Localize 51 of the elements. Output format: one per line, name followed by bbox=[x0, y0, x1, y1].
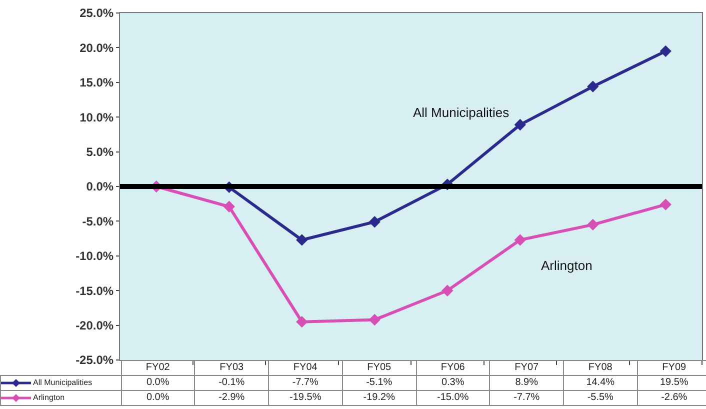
data-label: -19.2% bbox=[342, 390, 416, 406]
y-tick-label: 20.0% bbox=[80, 40, 114, 55]
annotation: All Municipalities bbox=[413, 105, 510, 120]
data-label: 19.5% bbox=[637, 376, 706, 390]
y-tick-label: -20.0% bbox=[76, 318, 114, 332]
x-tick-label: FY06 bbox=[416, 360, 490, 376]
y-tick-label: -15.0% bbox=[76, 284, 114, 298]
data-label: -19.5% bbox=[268, 390, 342, 406]
y-tick-label: 10.0% bbox=[80, 110, 114, 124]
data-label: -5.5% bbox=[564, 390, 638, 406]
data-label: -2.9% bbox=[194, 390, 268, 406]
data-label: -15.0% bbox=[416, 390, 490, 406]
point bbox=[368, 216, 380, 228]
x-tick-label: FY09 bbox=[637, 360, 706, 376]
data-label: -5.1% bbox=[342, 376, 416, 390]
x-tick-label: FY08 bbox=[564, 360, 638, 376]
x-tick-label: FY07 bbox=[490, 360, 564, 376]
y-tick-label: 5.0% bbox=[86, 145, 114, 159]
point bbox=[587, 218, 599, 231]
point bbox=[514, 234, 526, 246]
y-tick-label: -25.0% bbox=[76, 353, 114, 368]
point bbox=[223, 200, 235, 212]
data-label: -2.6% bbox=[637, 390, 706, 406]
annotation: Arlington bbox=[541, 258, 592, 273]
y-tick-label: 25.0% bbox=[80, 6, 114, 20]
data-label: 14.4% bbox=[564, 376, 638, 390]
y-tick-label: -10.0% bbox=[76, 249, 114, 264]
data-label: -7.7% bbox=[268, 376, 342, 390]
point bbox=[514, 118, 526, 131]
point bbox=[296, 234, 308, 246]
point bbox=[660, 198, 672, 210]
data-label: 0.0% bbox=[121, 376, 195, 390]
y-tick-label: 15.0% bbox=[80, 76, 114, 90]
y-tick-label: -5.0% bbox=[82, 214, 114, 228]
x-tick-label: FY05 bbox=[342, 360, 416, 376]
y-tick-label: 0.0% bbox=[86, 180, 114, 194]
data-label: 0.0% bbox=[121, 390, 195, 406]
data-label: -7.7% bbox=[490, 390, 564, 406]
data-label: 0.3% bbox=[416, 376, 490, 390]
data-label: -0.1% bbox=[194, 376, 268, 390]
data-label: 8.9% bbox=[490, 376, 564, 390]
legend-label: All Municipalities bbox=[33, 378, 92, 387]
point bbox=[587, 80, 599, 92]
x-tick-label: FY02 bbox=[121, 360, 195, 376]
x-tick-label: FY04 bbox=[268, 360, 342, 376]
point bbox=[660, 45, 672, 58]
point bbox=[442, 284, 454, 296]
point bbox=[368, 314, 380, 326]
point bbox=[296, 316, 308, 328]
x-tick-label: FY03 bbox=[194, 360, 268, 376]
legend-label: Arlington bbox=[33, 393, 65, 402]
